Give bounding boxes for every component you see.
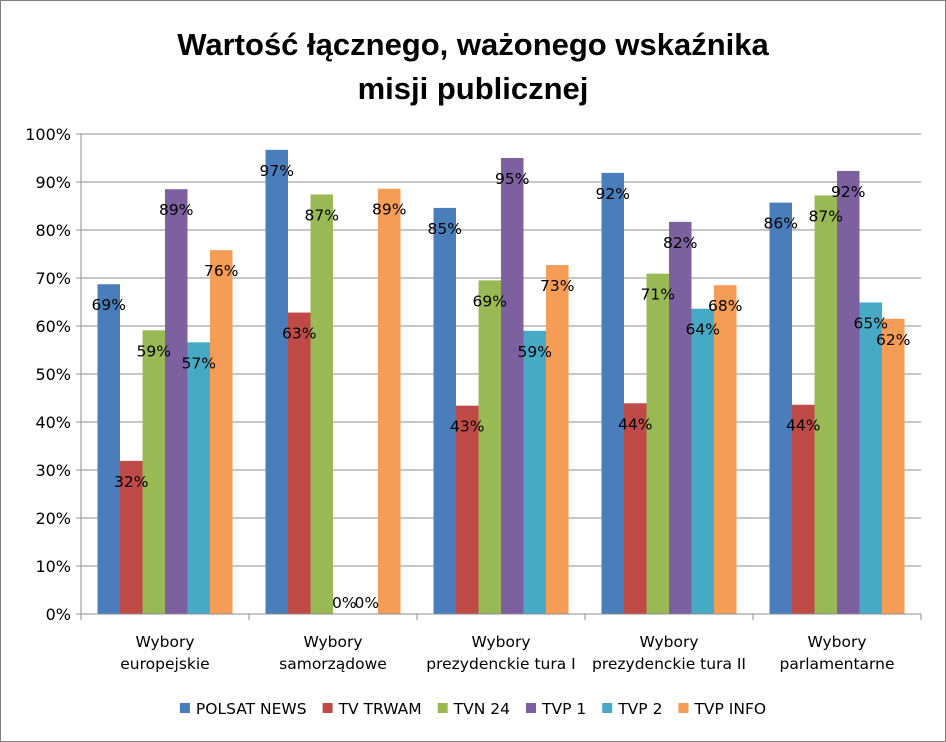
x-category-label: Wybory: [303, 633, 362, 651]
data-label: 57%: [182, 354, 216, 372]
data-label: 85%: [428, 220, 462, 238]
bar: [456, 405, 479, 614]
data-label: 62%: [876, 331, 910, 349]
legend-label: TV TRWAM: [338, 700, 422, 718]
bar: [523, 330, 546, 614]
data-label: 44%: [618, 415, 652, 433]
legend-label: POLSAT NEWS: [196, 700, 307, 718]
data-label: 65%: [854, 314, 888, 332]
data-label: 87%: [809, 207, 843, 225]
legend-swatch: [678, 703, 689, 713]
bar: [187, 342, 210, 614]
data-label: 32%: [114, 473, 148, 491]
data-label: 0%: [332, 594, 357, 612]
legend: POLSAT NEWS TV TRWAM TVN 24 TVP 1 TVP 2 TVP I…: [179, 700, 766, 718]
x-category-label: Wybory: [639, 633, 698, 651]
x-category-label: Wybory: [135, 633, 194, 651]
data-label: 68%: [708, 297, 742, 315]
bar: [165, 189, 188, 614]
bar: [814, 195, 837, 614]
legend-swatch: [179, 703, 190, 713]
legend-label: TVP 2: [617, 700, 662, 718]
chart-title-line-1: Wartość łącznego, ważonego wskaźnika: [177, 27, 769, 62]
bars: [97, 149, 905, 615]
axes: 0% 10% 20% 30% 40% 50% 60% 70% 80% 90% 100% Wybory e…: [25, 125, 922, 673]
data-label: 73%: [540, 277, 574, 295]
y-tick-label: 70%: [35, 269, 71, 288]
bar: [837, 170, 860, 614]
data-label: 59%: [137, 342, 171, 360]
x-category-label: samorządowe: [279, 655, 387, 673]
legend-label: TVN 24: [453, 700, 510, 718]
data-label: 92%: [831, 183, 865, 201]
bar: [478, 280, 501, 614]
data-label: 95%: [495, 170, 529, 188]
data-label: 69%: [473, 292, 507, 310]
y-tick-label: 90%: [35, 173, 71, 192]
x-category-label: europejskie: [120, 655, 209, 673]
data-label: 71%: [641, 286, 675, 304]
data-label: 43%: [450, 418, 484, 436]
bar: [646, 273, 669, 614]
legend-swatch: [526, 703, 536, 713]
data-label: 76%: [204, 262, 238, 280]
data-label: 59%: [518, 343, 552, 361]
y-tick-label: 20%: [35, 509, 71, 528]
y-tick-label: 60%: [35, 317, 71, 336]
data-label: 44%: [786, 417, 820, 435]
data-label: 86%: [764, 215, 798, 233]
bar: [288, 312, 311, 614]
bar: [714, 285, 737, 614]
bar: [97, 284, 120, 614]
data-label: 69%: [92, 296, 126, 314]
chart-title-line-2: misji publicznej: [358, 71, 589, 106]
bar: [669, 221, 692, 614]
bar: [859, 302, 882, 614]
data-label: 64%: [686, 321, 720, 339]
y-tick-label: 10%: [35, 557, 71, 576]
bar: [624, 403, 647, 614]
x-category-label: Wybory: [471, 633, 530, 651]
y-tick-label: 100%: [25, 125, 71, 144]
y-tick-label: 0%: [46, 605, 71, 624]
bar: [769, 202, 792, 614]
legend-label: TVP 1: [541, 700, 586, 718]
bar: [378, 188, 401, 614]
bar: [210, 250, 233, 614]
y-tick-label: 80%: [35, 221, 71, 240]
bar: [310, 194, 333, 615]
data-label: 92%: [596, 185, 630, 203]
bar: [882, 318, 905, 614]
bar: [265, 149, 288, 614]
data-label: 82%: [663, 234, 697, 252]
legend-swatch: [322, 703, 333, 713]
y-tick-label: 50%: [35, 365, 71, 384]
bar: [792, 404, 815, 614]
data-label: 89%: [372, 201, 406, 219]
y-tick-label: 30%: [35, 461, 71, 480]
bar: [691, 308, 714, 614]
data-label: 0%: [354, 594, 379, 612]
bar: [601, 172, 624, 614]
y-tick-label: 40%: [35, 413, 71, 432]
data-label: 63%: [282, 325, 316, 343]
legend-label: TVP INFO: [693, 700, 766, 718]
legend-swatch: [437, 703, 448, 713]
x-category-label: Wybory: [807, 633, 866, 651]
bar: [120, 460, 143, 614]
x-category-label: parlamentarne: [779, 655, 894, 673]
x-category-label: prezydenckie tura I: [426, 655, 575, 673]
x-category-label: prezydenckie tura II: [592, 655, 746, 673]
data-label: 87%: [305, 206, 339, 224]
data-label: 89%: [159, 201, 193, 219]
bar: [433, 207, 456, 615]
bar: [142, 330, 165, 614]
legend-swatch: [602, 703, 613, 713]
bar: [501, 158, 524, 614]
bar: [546, 265, 569, 614]
data-labels: 69% 97% 85% 92% 86% 32% 63% 43% 44% 44% 59% 87% 69% 7…: [92, 162, 911, 612]
data-label: 97%: [260, 162, 294, 180]
